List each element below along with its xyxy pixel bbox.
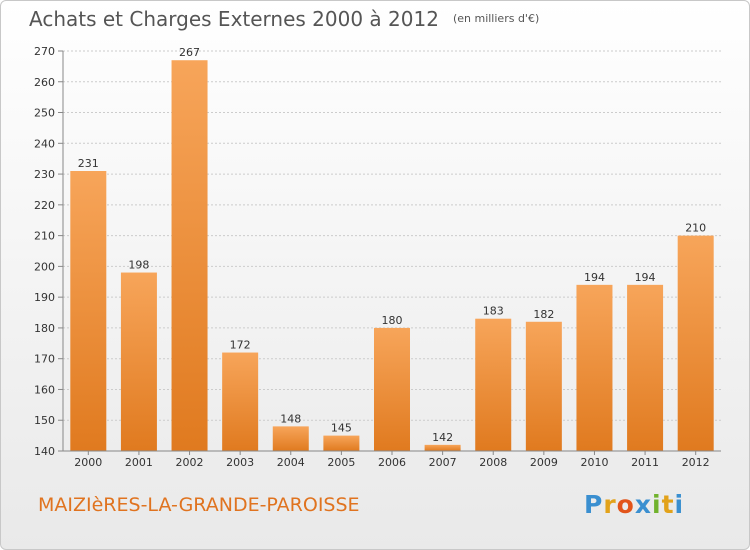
x-tick-label-2012: 2012 (682, 456, 710, 469)
x-tick-label-2011: 2011 (631, 456, 659, 469)
y-tick-label: 260 (34, 76, 55, 89)
logo-letter: P (584, 490, 604, 519)
logo-letter: r (603, 490, 617, 519)
commune-name: MAIZIèRES-LA-GRANDE-PAROISSE (38, 494, 360, 516)
bar-2006 (374, 327, 410, 451)
y-tick-label: 180 (34, 322, 55, 335)
data-label-2012: 210 (685, 222, 706, 235)
y-tick-label: 210 (34, 230, 55, 243)
data-label-2000: 231 (78, 157, 99, 170)
y-tick-label: 230 (34, 168, 55, 181)
bar-2008 (475, 318, 512, 451)
data-label-2008: 183 (483, 305, 504, 318)
data-label-2002: 267 (179, 46, 200, 59)
y-tick-label: 270 (34, 45, 55, 58)
data-label-2011: 194 (635, 271, 656, 284)
bar-2000 (70, 171, 107, 451)
bar-2007 (424, 444, 461, 451)
data-label-2004: 148 (280, 412, 301, 425)
y-tick-label: 150 (34, 414, 55, 427)
x-tick-label-2009: 2009 (530, 456, 558, 469)
bar-2005 (323, 435, 360, 451)
data-label-2005: 145 (331, 422, 352, 435)
bar-2002 (171, 60, 208, 451)
y-tick-label: 220 (34, 199, 55, 212)
chart-title: Achats et Charges Externes 2000 à 2012 (e… (29, 7, 539, 31)
y-tick-label: 200 (34, 260, 55, 273)
bar-2004 (272, 426, 309, 451)
x-tick-label-2002: 2002 (176, 456, 204, 469)
x-tick-label-2004: 2004 (277, 456, 305, 469)
y-tick-label: 250 (34, 107, 55, 120)
y-tick-label: 160 (34, 383, 55, 396)
logo-letter: i (674, 490, 685, 519)
logo-letter: o (616, 490, 635, 519)
x-tick-label-2006: 2006 (378, 456, 406, 469)
bar-2009 (525, 321, 562, 451)
data-label-2003: 172 (230, 339, 251, 352)
y-tick-label: 170 (34, 353, 55, 366)
x-tick-label-2000: 2000 (74, 456, 102, 469)
x-tick-label-2001: 2001 (125, 456, 153, 469)
chart-title-text: Achats et Charges Externes 2000 à 2012 (29, 7, 439, 31)
x-tick-label-2003: 2003 (226, 456, 254, 469)
bar-2003 (222, 352, 259, 451)
x-tick-label-2007: 2007 (429, 456, 457, 469)
x-tick-label-2005: 2005 (327, 456, 355, 469)
bar-2012 (677, 235, 714, 451)
proxiti-logo[interactable]: Proxiti (584, 490, 684, 519)
data-label-2010: 194 (584, 271, 605, 284)
bar-2001 (120, 272, 157, 451)
bars (70, 60, 714, 451)
data-label-2001: 198 (128, 259, 149, 272)
y-tick-label: 240 (34, 137, 55, 150)
y-tick-label: 190 (34, 291, 55, 304)
logo-letter: t (661, 490, 675, 519)
bar-2011 (627, 284, 664, 451)
y-tick-label: 140 (34, 445, 55, 458)
chart-unit: (en milliers d'€) (452, 12, 540, 25)
data-label-2007: 142 (432, 431, 453, 444)
logo-letter: x (634, 490, 652, 519)
bar-2010 (576, 284, 613, 451)
x-axis: 2000 2001 2002 2003 2004 2005 2006 2007 2008 2009… (63, 450, 721, 469)
x-tick-label-2008: 2008 (479, 456, 507, 469)
data-label-2006: 180 (382, 314, 403, 327)
data-label-2009: 182 (533, 308, 554, 321)
y-axis: 140 150 160 170 180 190 200 210 220 230 240 250 260 2… (34, 45, 64, 458)
data-labels: 231 198 267 172 148 145 180 142 183 182 194 194 210 (78, 46, 706, 444)
x-tick-label-2010: 2010 (580, 456, 608, 469)
logo-letter: i (652, 490, 662, 519)
